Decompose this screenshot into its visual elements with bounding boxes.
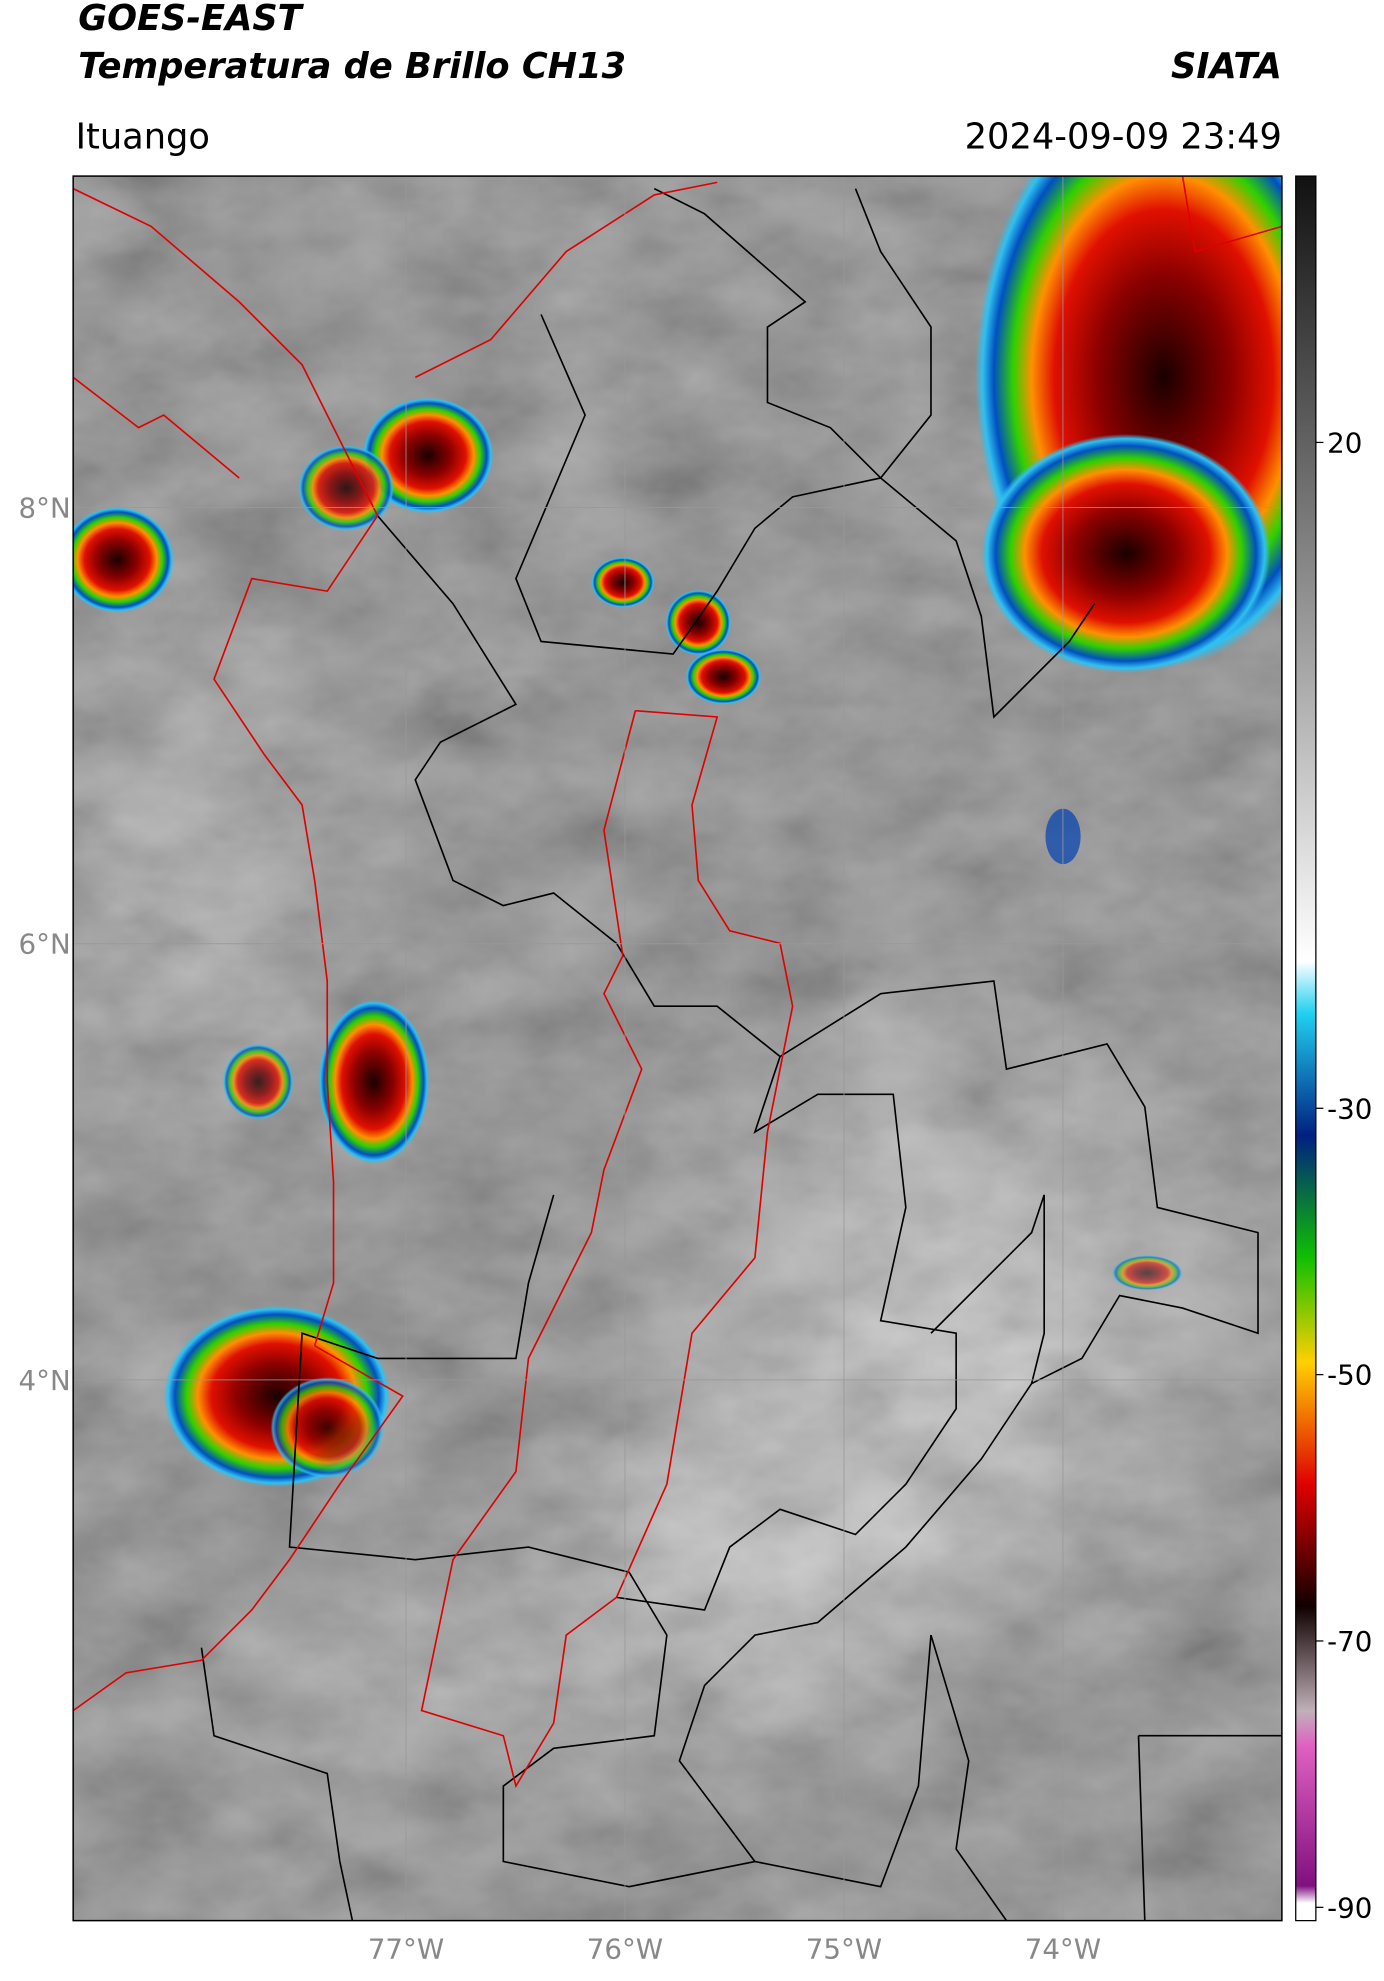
location: Ituango	[76, 116, 210, 157]
x-tick-label: 75°W	[806, 1932, 882, 1965]
storm	[685, 649, 762, 705]
title: GOES-EAST	[78, 0, 304, 39]
storm	[298, 445, 394, 531]
colorbar-tick-label: -70	[1327, 1625, 1372, 1658]
map-frame	[72, 175, 1283, 1922]
storm	[981, 433, 1271, 673]
storm	[222, 1043, 294, 1120]
subtitle: Temperatura de Brillo CH13	[78, 46, 626, 87]
y-tick-label: 4°N	[19, 1364, 71, 1397]
storm	[318, 999, 430, 1164]
map-area	[73, 176, 1282, 1921]
storm	[1112, 1255, 1183, 1291]
storm	[270, 1377, 384, 1478]
colorbar-tick-label: 20	[1327, 426, 1362, 459]
y-tick-label: 8°N	[19, 492, 71, 525]
x-tick-label: 76°W	[587, 1932, 663, 1965]
source: SIATA	[1171, 46, 1282, 87]
colorbar-tick-label: -90	[1327, 1891, 1372, 1924]
labels: 77°W 76°W 75°W 74°W 8°N 6°N 4°N 20 -30 -50 -70 -90	[19, 426, 1373, 1965]
timestamp: 2024-09-09 23:49	[965, 116, 1282, 157]
x-tick-label: 74°W	[1025, 1932, 1101, 1965]
storm	[665, 589, 731, 656]
colorbar-tick-label: -50	[1327, 1359, 1372, 1392]
y-tick-label: 6°N	[19, 928, 71, 961]
borders	[200, 187, 1282, 1921]
storm	[362, 397, 494, 514]
colorbar-tick-label: -30	[1327, 1092, 1372, 1125]
red-borders	[73, 176, 1282, 1789]
storm	[591, 557, 655, 608]
storm	[73, 506, 174, 613]
colorbar	[1295, 175, 1317, 1922]
grid	[73, 176, 1282, 1921]
x-tick-label: 77°W	[368, 1932, 444, 1965]
